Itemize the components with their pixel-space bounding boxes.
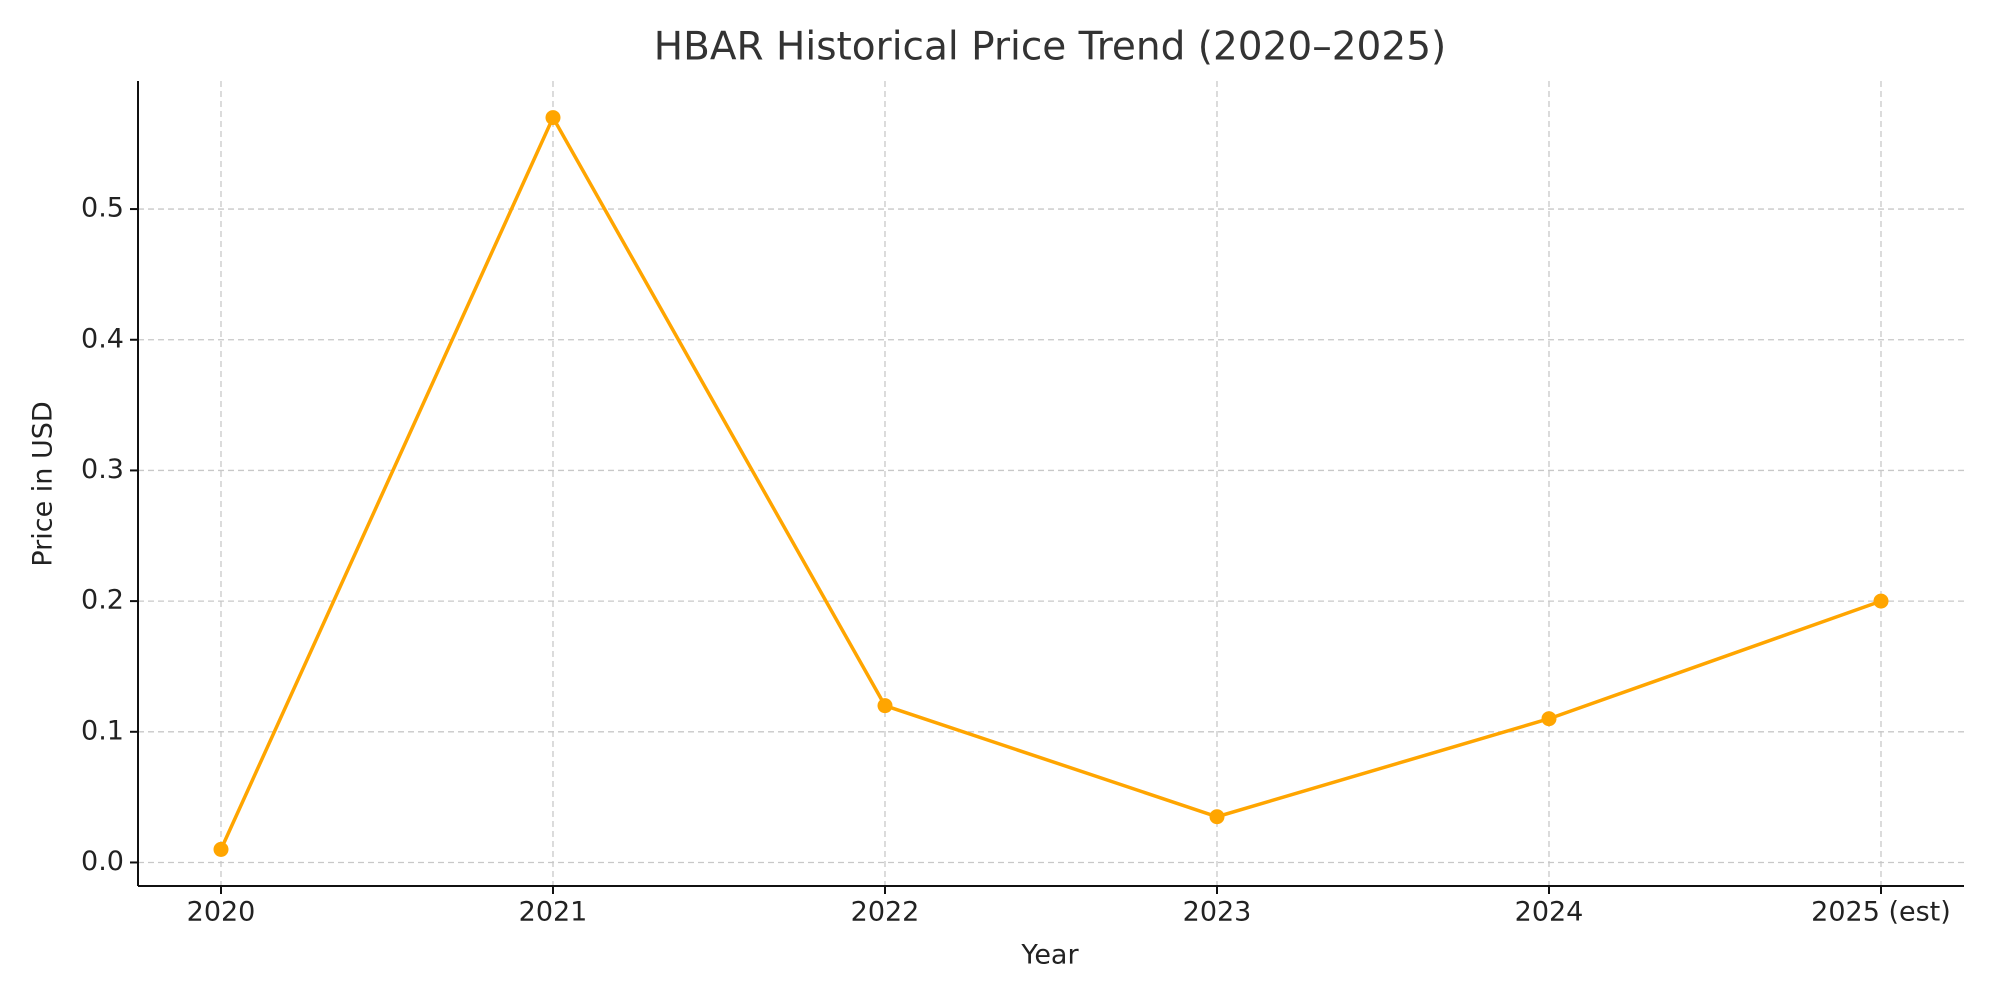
point bbox=[1541, 711, 1557, 727]
point bbox=[545, 110, 561, 126]
point bbox=[1873, 593, 1889, 609]
y-tick-label: 0.0 bbox=[81, 846, 124, 877]
point bbox=[877, 698, 893, 714]
x-tick-label: 2022 bbox=[851, 897, 920, 928]
chart-title: HBAR Historical Price Trend (2020–2025) bbox=[654, 25, 1446, 70]
y-tick-label: 0.1 bbox=[81, 715, 124, 746]
point bbox=[213, 841, 229, 857]
point bbox=[1209, 809, 1225, 825]
x-axis-label: Year bbox=[1020, 940, 1079, 971]
y-tick-label: 0.3 bbox=[81, 454, 124, 485]
x-tick-label: 2023 bbox=[1183, 897, 1252, 928]
x-tick-label: 2020 bbox=[187, 897, 256, 928]
y-axis-label: Price in USD bbox=[28, 401, 59, 566]
y-tick-label: 0.2 bbox=[81, 585, 124, 616]
y-tick-label: 0.4 bbox=[81, 323, 124, 354]
x-tick-label: 2021 bbox=[519, 897, 588, 928]
y-tick-label: 0.5 bbox=[81, 193, 124, 224]
line bbox=[219, 113, 1882, 851]
x-tick-label: 2025 (est) bbox=[1811, 897, 1951, 928]
x-tick-label: 2024 bbox=[1515, 897, 1584, 928]
